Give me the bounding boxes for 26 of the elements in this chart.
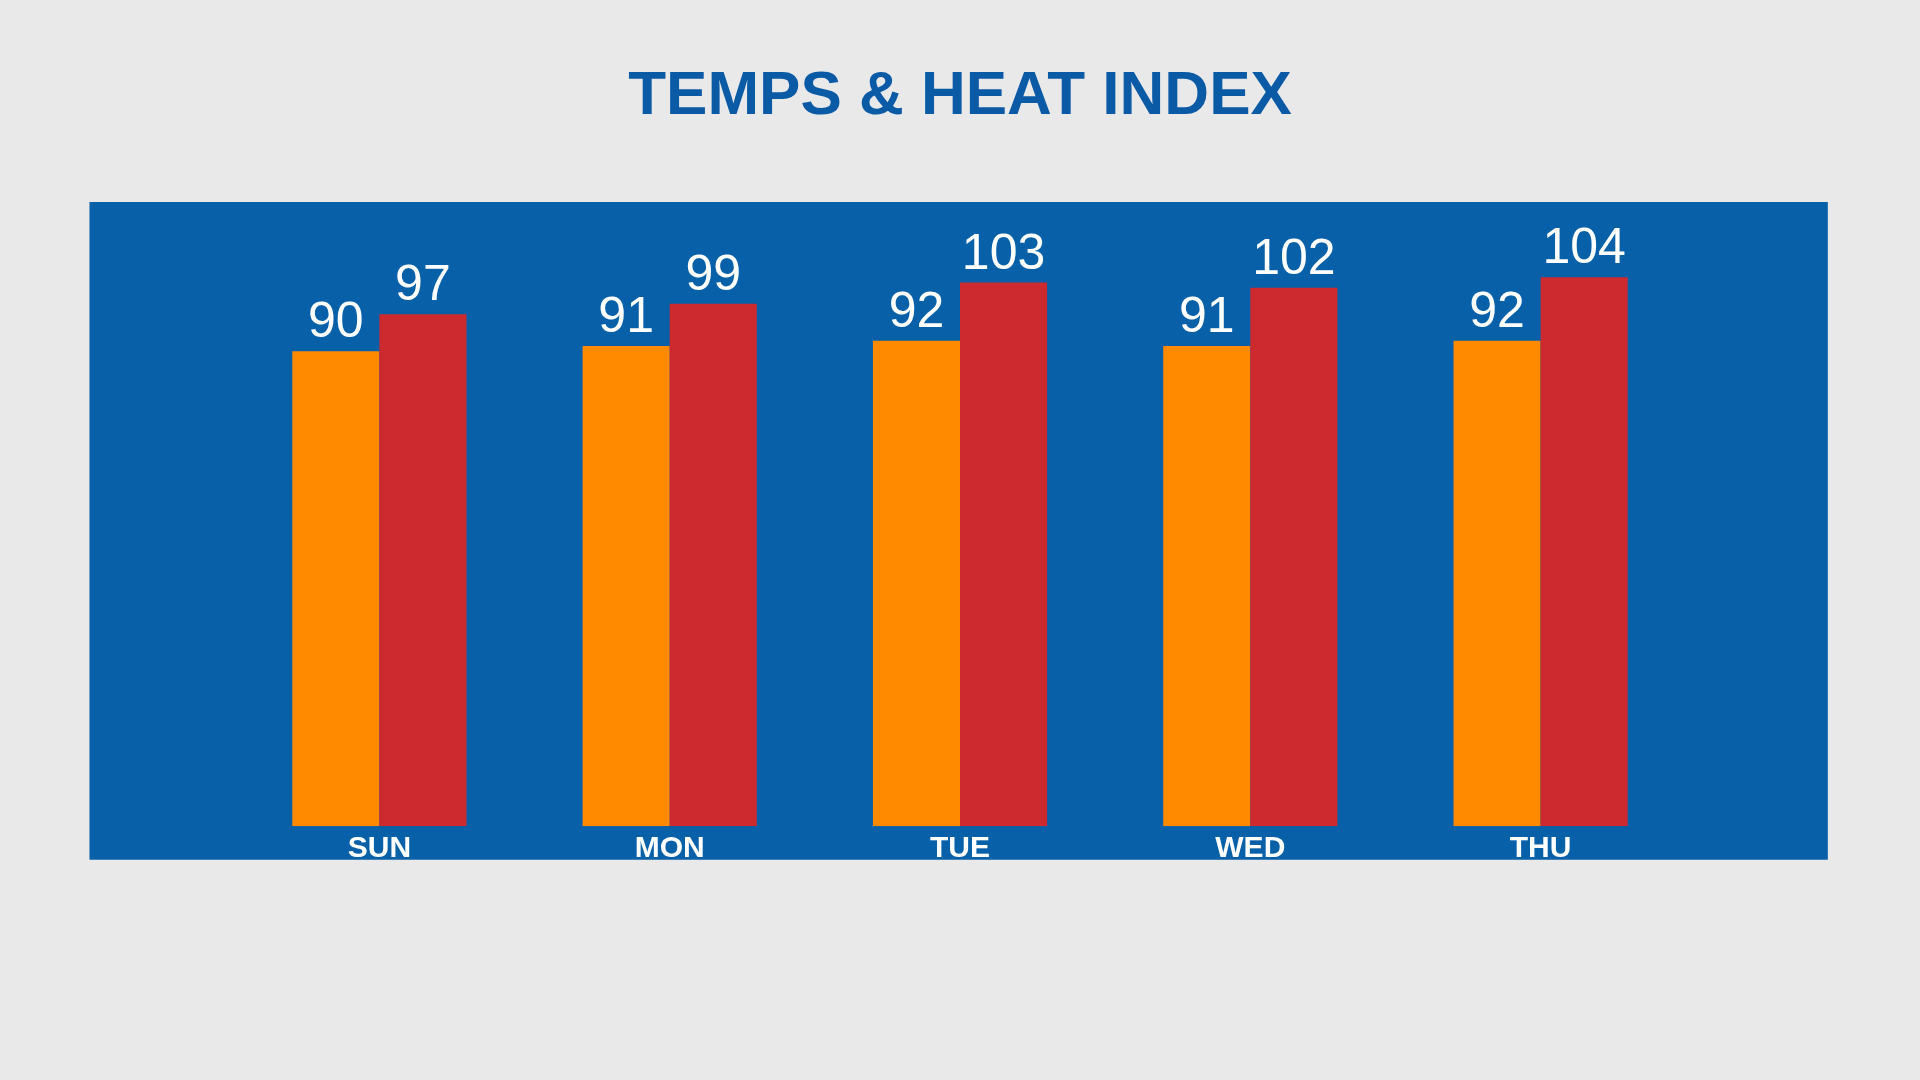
x-tick-label: WED <box>1215 830 1286 864</box>
x-tick-label: TUE <box>930 830 990 864</box>
data-label: 99 <box>685 244 742 301</box>
data-label: 92 <box>888 281 945 338</box>
data-label: 102 <box>1252 228 1336 285</box>
data-label: 90 <box>308 292 364 349</box>
bar <box>292 351 380 827</box>
data-label: 103 <box>961 223 1046 280</box>
bar <box>669 303 757 827</box>
bar <box>582 345 670 827</box>
bar <box>1250 287 1338 827</box>
chart-title: TEMPS & HEAT INDEX <box>628 57 1292 127</box>
data-label: 91 <box>598 286 654 343</box>
data-label: 104 <box>1542 218 1626 275</box>
data-label: 97 <box>395 255 451 312</box>
x-tick-label: MON <box>634 830 705 864</box>
bar <box>960 282 1048 827</box>
x-tick-label: THU <box>1509 830 1572 864</box>
data-label: 92 <box>1469 281 1525 338</box>
bar <box>872 340 960 827</box>
bar <box>379 314 467 827</box>
bar <box>1163 345 1251 827</box>
x-tick-label: SUN <box>347 830 412 864</box>
bar <box>1540 277 1628 827</box>
data-label: 91 <box>1178 286 1235 343</box>
bar <box>1453 340 1541 827</box>
